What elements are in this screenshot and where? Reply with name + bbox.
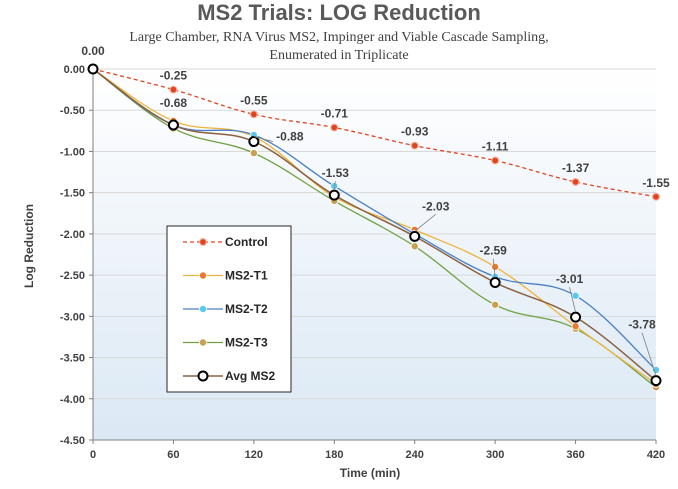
legend-label: MS2-T3	[225, 336, 268, 350]
legend-swatch-marker	[198, 271, 207, 280]
avg-ms2-data-label: -3.78	[628, 318, 656, 332]
control-data-label: -1.55	[642, 176, 670, 190]
ms2-t1-point	[491, 262, 500, 271]
y-axis-title: Log Reduction	[22, 204, 36, 288]
legend-item-control: Control	[183, 235, 268, 249]
avg-ms2-point	[650, 375, 662, 387]
y-tick-label: -2.50	[60, 270, 85, 282]
avg-ms2-data-label: -2.59	[479, 244, 507, 258]
control-data-label: -0.55	[240, 93, 268, 107]
chart-subtitle: Large Chamber, RNA Virus MS2, Impinger a…	[0, 29, 678, 65]
control-point	[249, 110, 258, 119]
ms2-t2-point	[571, 291, 580, 300]
data-label-leader-line	[641, 332, 657, 376]
legend-swatch-marker	[197, 370, 209, 382]
legend-item-avg-ms2: Avg MS2	[183, 369, 276, 383]
avg-ms2-point	[167, 119, 179, 131]
x-tick-label: 420	[647, 449, 665, 461]
legend-swatch-marker	[198, 304, 207, 313]
control-point	[571, 177, 580, 186]
avg-ms2-data-label: -3.01	[556, 272, 584, 286]
legend-swatch-marker	[199, 238, 208, 247]
control-point	[410, 141, 419, 150]
y-tick-label: 0.00	[64, 64, 85, 76]
legend: Control MS2-T1 MS2-T2 MS2-T3 Avg MS2	[166, 225, 292, 393]
y-tick-label: -1.00	[60, 146, 85, 158]
control-point	[330, 123, 339, 132]
control-data-label: -0.25	[160, 69, 188, 83]
data-label-leader-line	[569, 287, 576, 313]
legend-item-ms2-t1: MS2-T1	[183, 269, 268, 283]
x-tick-label: 0	[90, 449, 96, 461]
y-tick-label: -2.00	[60, 229, 85, 241]
ms2-t3-point	[249, 149, 258, 158]
legend-item-ms2-t3: MS2-T3	[183, 336, 268, 350]
ms2-t3-point	[410, 242, 419, 251]
x-tick-label: 240	[406, 449, 424, 461]
x-tick-label: 120	[245, 449, 263, 461]
control-point	[169, 85, 178, 94]
avg-ms2-point	[328, 189, 340, 201]
data-label-leader-line	[333, 181, 336, 191]
legend-swatch-marker	[198, 338, 207, 347]
series-avg-ms2	[87, 63, 662, 387]
y-tick-label: -3.00	[60, 311, 85, 323]
x-tick-label: 360	[566, 449, 584, 461]
y-tick-label: -0.50	[60, 105, 85, 117]
chart-subtitle-line-2: Enumerated in Triplicate	[269, 48, 409, 63]
x-tick-label: 180	[325, 449, 343, 461]
control-data-label: 0.00	[81, 44, 105, 58]
avg-ms2-data-label: -0.88	[276, 130, 304, 144]
y-tick-label: -4.50	[60, 435, 85, 447]
ms2-t2-point	[652, 365, 661, 374]
y-tick-label: -3.50	[60, 353, 85, 365]
avg-ms2-point	[570, 311, 582, 323]
ms2-t1-line	[92, 68, 657, 385]
data-label-leader-line	[253, 136, 273, 142]
x-tick-label: 60	[167, 449, 179, 461]
data-label-leader-line	[414, 214, 436, 232]
control-data-label: -1.11	[482, 140, 509, 154]
y-tick-label: -4.00	[60, 394, 85, 406]
x-axis-title: Time (min)	[340, 466, 400, 480]
chart-title: MS2 Trials: LOG Reduction	[197, 0, 481, 25]
x-tick-label: 300	[486, 449, 504, 461]
control-data-label: -0.93	[401, 125, 429, 139]
avg-ms2-point	[409, 230, 421, 242]
legend-label: Avg MS2	[225, 369, 276, 383]
ms2-t1-point	[571, 322, 580, 331]
avg-ms2-data-label: -2.03	[422, 199, 450, 213]
avg-ms2-point	[87, 63, 99, 75]
legend-label: Control	[225, 235, 268, 249]
y-tick-label: -1.50	[60, 188, 85, 200]
ms2-t3-line	[92, 68, 657, 388]
control-data-label: -0.71	[321, 107, 349, 121]
legend-item-ms2-t2: MS2-T2	[183, 302, 268, 316]
avg-ms2-data-label: -0.68	[160, 96, 188, 110]
avg-ms2-point	[489, 277, 501, 289]
avg-ms2-point	[248, 136, 260, 148]
control-data-label: -1.37	[562, 161, 590, 175]
legend-label: MS2-T1	[225, 269, 268, 283]
chart-subtitle-line-1: Large Chamber, RNA Virus MS2, Impinger a…	[129, 30, 549, 45]
control-point	[491, 156, 500, 165]
control-point	[651, 192, 660, 201]
control-line	[92, 68, 657, 198]
legend-label: MS2-T2	[225, 302, 268, 316]
series-control	[88, 64, 660, 201]
data-label-leader-line	[492, 258, 496, 278]
ms2-t3-point	[491, 300, 500, 309]
avg-ms2-data-label: -1.53	[322, 166, 350, 180]
